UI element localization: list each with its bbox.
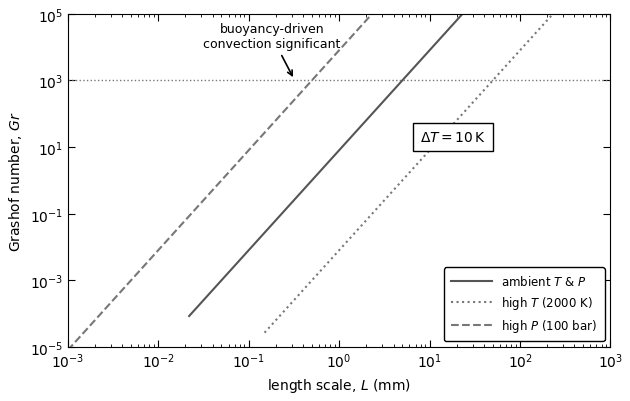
Line: ambient $T$ & $P$: ambient $T$ & $P$ (189, 0, 610, 316)
high $T$ (2000 K) (530, 33, 538, 38)
ambient $T$ & $P$ (185, 314, 193, 319)
high $P$ (100 bar) (64, 348, 71, 353)
high $P$ (100 bar) (248, 145, 256, 150)
Line: high $T$ (2000 K): high $T$ (2000 K) (265, 0, 610, 333)
ambient $T$ & $P$ (356, 126, 364, 131)
high $T$ (2000 K) (537, 26, 544, 31)
high $T$ (2000 K) (261, 330, 268, 335)
Line: high $P$ (100 bar): high $P$ (100 bar) (67, 0, 524, 350)
high $T$ (2000 K) (401, 176, 408, 181)
high $P$ (100 bar) (110, 297, 118, 302)
ambient $T$ & $P$ (371, 109, 379, 114)
Y-axis label: Grashof number, $Gr$: Grashof number, $Gr$ (7, 111, 24, 251)
Text: $\Delta T = 10\,\mathrm{K}$: $\Delta T = 10\,\mathrm{K}$ (420, 131, 486, 145)
Legend: ambient $T$ & $P$, high $T$ (2000 K), high $P$ (100 bar): ambient $T$ & $P$, high $T$ (2000 K), hi… (444, 267, 605, 341)
high $T$ (2000 K) (498, 69, 506, 73)
ambient $T$ & $P$ (229, 266, 236, 271)
high $T$ (2000 K) (296, 292, 304, 296)
high $T$ (2000 K) (413, 162, 421, 167)
high $P$ (100 bar) (377, 3, 385, 8)
high $P$ (100 bar) (265, 127, 272, 132)
X-axis label: length scale, $L$ (mm): length scale, $L$ (mm) (267, 376, 411, 394)
Text: buoyancy-driven
convection significant: buoyancy-driven convection significant (203, 23, 340, 77)
